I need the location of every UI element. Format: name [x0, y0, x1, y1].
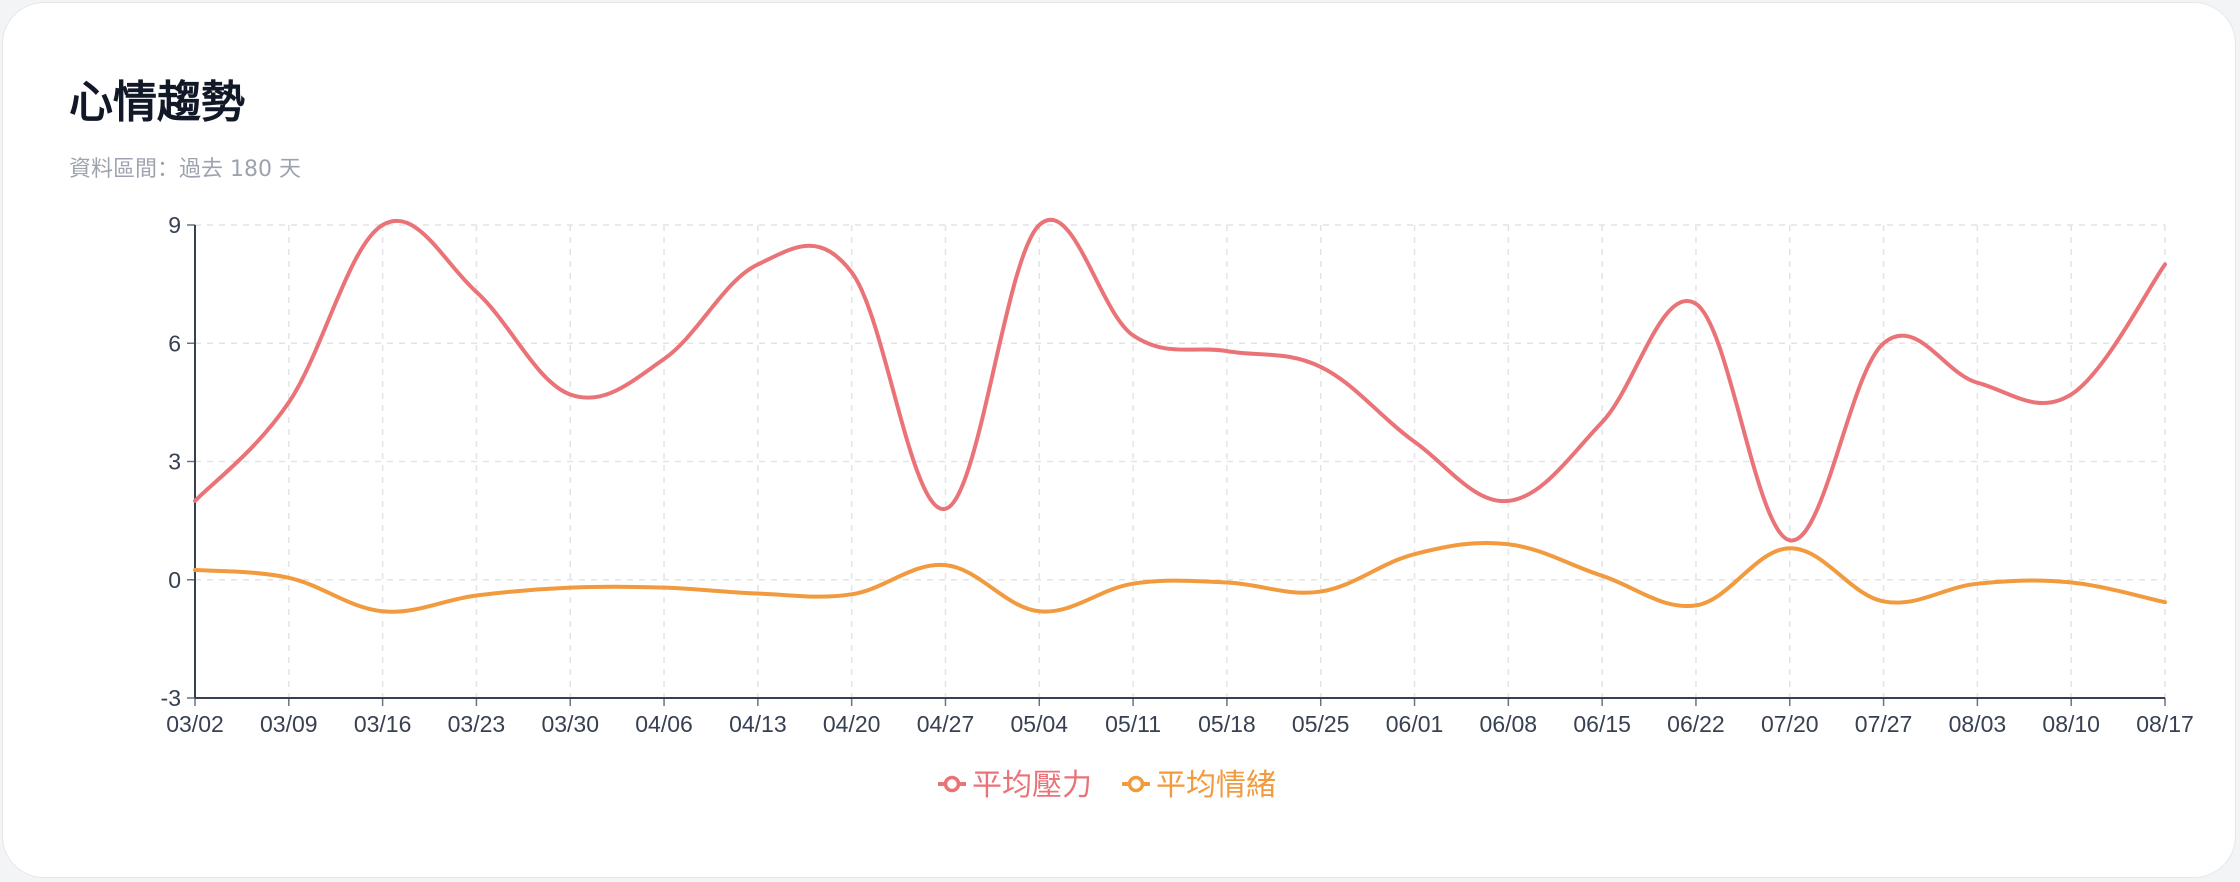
axes: -3 0 3 6 9 03/02 03/09 03/16 03/23 03/30 04/06 04/1… [161, 212, 2194, 737]
y-tick-label: 9 [168, 212, 181, 238]
x-tick-label: 07/20 [1761, 711, 1819, 737]
x-tick-label: 06/01 [1386, 711, 1444, 737]
y-tick-label: -3 [161, 685, 181, 711]
chart-title: 心情趨勢 [69, 77, 245, 128]
legend-item-1: 平均壓力 [938, 768, 1092, 803]
x-tick-label: 08/17 [2136, 711, 2194, 737]
x-tick-label: 08/10 [2042, 711, 2100, 737]
x-tick-label: 06/08 [1480, 711, 1538, 737]
legend-label: 平均壓力 [972, 768, 1092, 803]
x-tick-label: 06/22 [1667, 711, 1725, 737]
legend-item-2: 平均情緒 [1122, 768, 1276, 803]
y-tick-label: 3 [168, 449, 181, 475]
x-tick-label: 03/09 [260, 711, 318, 737]
series-line-2 [193, 540, 2167, 614]
grid-lines [195, 224, 2166, 698]
series-line-1 [193, 217, 2167, 543]
x-tick-label: 03/02 [166, 711, 224, 737]
chart-subtitle: 資料區間：過去 180 天 [69, 157, 301, 182]
x-tick-label: 04/20 [823, 711, 881, 737]
x-tick-label: 04/27 [917, 711, 975, 737]
x-tick-label: 05/11 [1105, 711, 1161, 737]
x-tick-label: 06/15 [1573, 711, 1631, 737]
x-tick-label: 05/04 [1011, 711, 1069, 737]
x-tick-label: 08/03 [1949, 711, 2007, 737]
y-tick-label: 0 [168, 567, 181, 593]
legend: 平均壓力 平均情緒 [938, 768, 1276, 803]
x-tick-label: 07/27 [1855, 711, 1913, 737]
x-tick-label: 03/30 [541, 711, 599, 737]
y-tick-label: 6 [168, 330, 181, 356]
x-tick-label: 04/13 [729, 711, 787, 737]
legend-dot-marker [943, 775, 961, 793]
x-tick-label: 03/16 [354, 711, 412, 737]
x-tick-label: 05/18 [1198, 711, 1256, 737]
x-tick-label: 04/06 [635, 711, 693, 737]
legend-label: 平均情緒 [1156, 768, 1276, 803]
x-tick-label: 03/23 [448, 711, 506, 737]
x-tick-label: 05/25 [1292, 711, 1350, 737]
series-lines [193, 217, 2167, 614]
legend-dot-marker [1127, 775, 1145, 793]
